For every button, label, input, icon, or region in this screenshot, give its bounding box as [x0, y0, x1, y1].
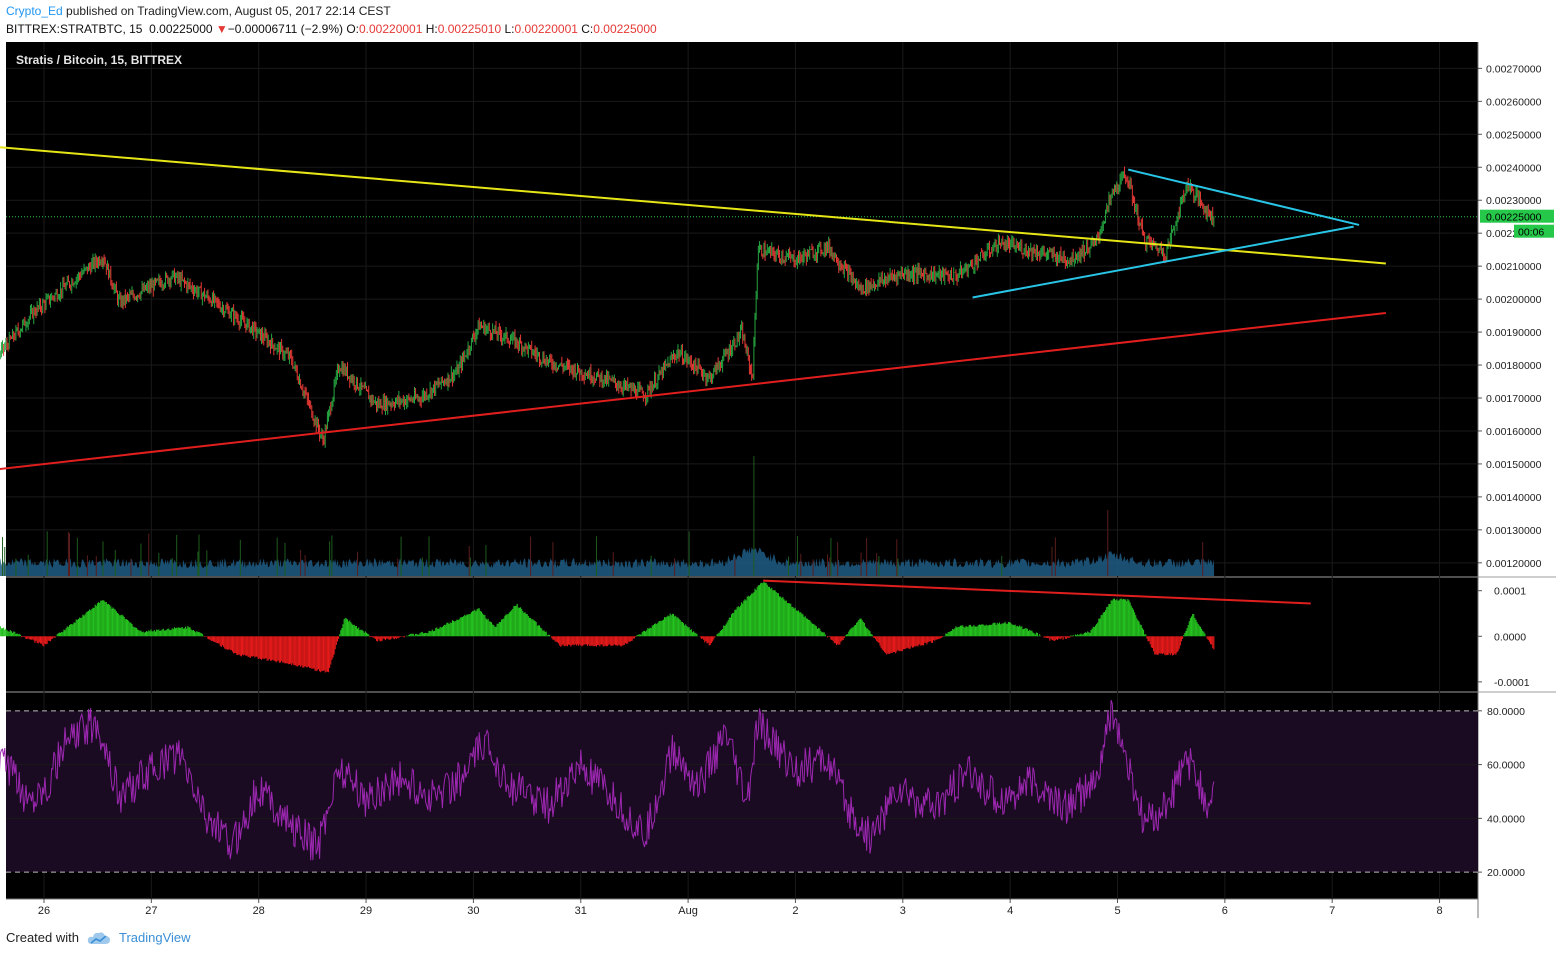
symbol-label: BITTREX:STRATBTC, 15	[6, 22, 143, 36]
y-tick-label: -0.0001	[1494, 677, 1530, 689]
y-tick-label: 0.00140000	[1486, 492, 1542, 504]
trendline-red	[0, 311, 1386, 470]
price-axis: 0.00270000 0.00260000 0.00250000 0.00240000…	[1478, 63, 1542, 570]
x-tick-label: 6	[1222, 905, 1228, 917]
volume-area	[0, 547, 1215, 576]
price-axis-bg	[1478, 42, 1556, 918]
x-tick-label: 3	[900, 905, 906, 917]
x-tick-label: 26	[38, 905, 50, 917]
x-tick-label: 7	[1329, 905, 1335, 917]
candle-series	[0, 166, 1215, 448]
y-tick-label: 0.00230000	[1486, 195, 1542, 207]
volume-series	[0, 456, 1215, 576]
y-tick-label: 0.0000	[1494, 631, 1526, 643]
x-tick-label: Aug	[678, 905, 698, 917]
macd-divergence-line	[763, 579, 1311, 605]
published-text: published on TradingView.com, August 05,…	[66, 4, 391, 18]
y-tick-label: 20.0000	[1487, 867, 1525, 879]
y-tick-label: 0.00130000	[1486, 525, 1542, 537]
y-tick-label: 0.00190000	[1486, 327, 1542, 339]
rsi-axis: 80.0000 60.0000 40.0000 20.0000	[1478, 706, 1525, 879]
x-tick-label: 27	[145, 905, 157, 917]
y-tick-label: 80.0000	[1487, 706, 1525, 718]
macd-histogram	[0, 581, 1215, 673]
y-tick-label: 0.00150000	[1486, 459, 1542, 471]
open-value: 0.00220001	[359, 22, 423, 36]
last-price: 0.00225000	[149, 22, 213, 36]
y-tick-label: 0.00180000	[1486, 360, 1542, 372]
ohlc-bar: BITTREX:STRATBTC, 15 0.00225000 ▼−0.0000…	[6, 22, 657, 36]
x-tick-label: 8	[1436, 905, 1442, 917]
x-tick-label: 29	[360, 905, 372, 917]
y-tick-label: 0.00120000	[1486, 558, 1542, 570]
x-tick-label: 28	[253, 905, 265, 917]
high-label: H:	[425, 22, 438, 36]
price-change: −0.00006711 (−2.9%)	[227, 22, 343, 36]
y-tick-label: 0.00210000	[1486, 261, 1542, 273]
created-with-label: Created with	[6, 930, 79, 945]
macd-axis: 0.0001 0.0000 -0.0001	[1478, 586, 1530, 689]
last-price-tag	[1480, 209, 1554, 223]
y-tick-label: 0.00200000	[1486, 294, 1542, 306]
y-tick-label: 0.00250000	[1486, 129, 1542, 141]
x-tick-label: 5	[1114, 905, 1120, 917]
y-tick-label: 0.00270000	[1486, 63, 1542, 75]
y-tick-label: 0.00170000	[1486, 393, 1542, 405]
tradingview-cloud-icon	[87, 931, 110, 944]
close-label: C:	[581, 22, 594, 36]
trendline-cyan	[1128, 168, 1360, 226]
time-axis: 26 27 28 29 30 31 Aug 2 3 4 5 6 7 8	[38, 899, 1443, 917]
trendline-cyan	[972, 225, 1354, 299]
y-tick-label: 0.00240000	[1486, 162, 1542, 174]
x-tick-label: 2	[792, 905, 798, 917]
down-arrow-icon: ▼	[215, 22, 228, 36]
y-tick-label: 0.00260000	[1486, 96, 1542, 108]
tradingview-brand-link[interactable]: TradingView	[118, 930, 191, 945]
countdown-tag	[1514, 224, 1554, 238]
y-tick-label: 60.0000	[1487, 760, 1525, 772]
countdown-label: 00:06	[1518, 227, 1544, 239]
chart-title: Stratis / Bitcoin, 15, BITTREX	[16, 53, 182, 67]
x-tick-label: 31	[575, 905, 587, 917]
low-value: 0.00220001	[514, 22, 578, 36]
y-tick-label: 0.0001	[1494, 586, 1526, 598]
close-value: 0.00225000	[593, 22, 657, 36]
chart-canvas[interactable]: 26 27 28 29 30 31 Aug 2 3 4 5 6 7 8 0.00270000 0.002600…	[0, 42, 1556, 920]
rsi-line	[0, 700, 1215, 861]
low-label: L:	[504, 22, 515, 36]
open-label: O:	[346, 22, 359, 36]
trendline-yellow	[0, 146, 1386, 265]
high-value: 0.00225010	[437, 22, 502, 36]
author-link[interactable]: Crypto_Ed	[6, 4, 63, 18]
y-tick-label: 40.0000	[1487, 813, 1525, 825]
y-tick-label: 0.00160000	[1486, 426, 1542, 438]
time-axis-bg	[6, 899, 1478, 918]
publish-info: Crypto_Ed published on TradingView.com, …	[6, 4, 391, 18]
x-tick-label: 30	[467, 905, 479, 917]
x-tick-label: 4	[1007, 905, 1013, 917]
last-price-label: 0.00225000	[1486, 212, 1542, 224]
footer: Created with TradingView	[6, 930, 191, 945]
